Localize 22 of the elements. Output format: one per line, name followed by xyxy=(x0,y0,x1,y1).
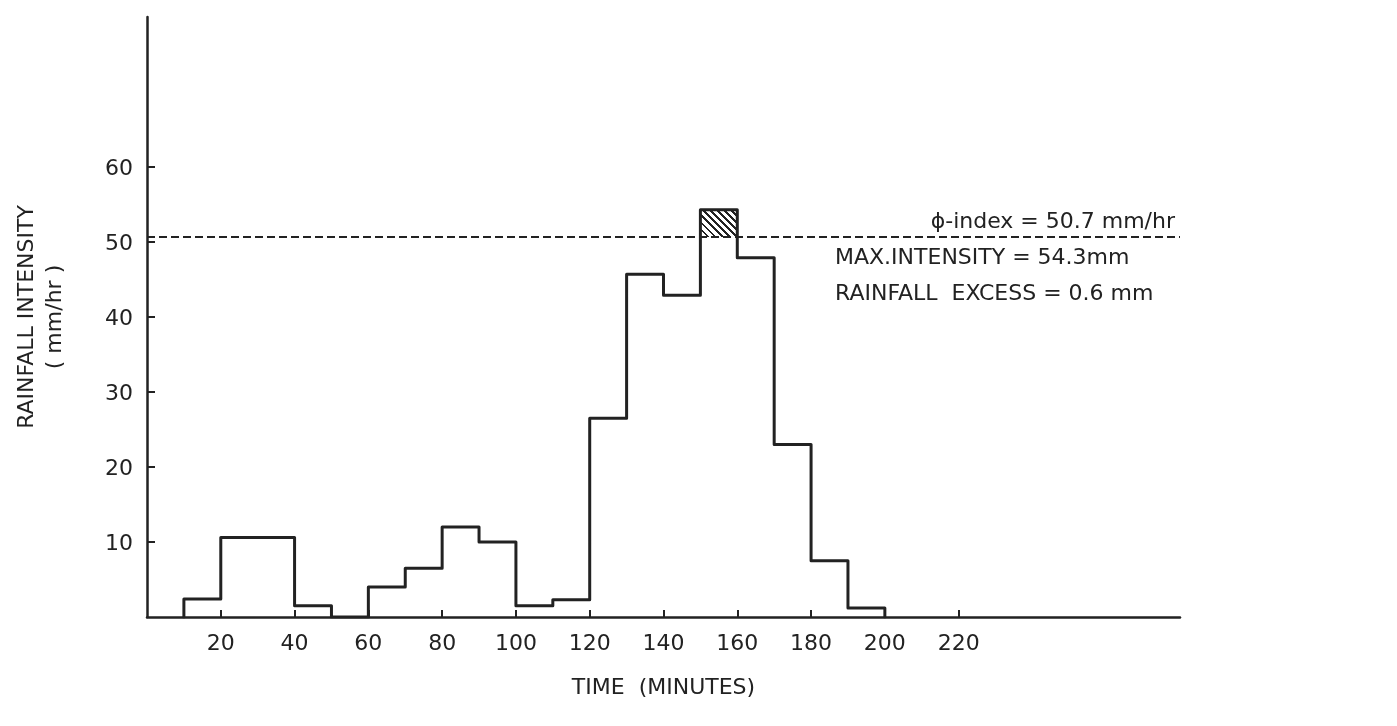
x-tick-label: 200 xyxy=(863,629,906,655)
y-tick-label: 60 xyxy=(105,154,133,180)
ref-line-label: ϕ-index = 50.7 mm/hr xyxy=(930,208,1176,234)
x-tick-label: 40 xyxy=(280,629,309,655)
x-tick-label: 220 xyxy=(937,629,980,655)
y-tick-label: 20 xyxy=(105,454,133,480)
annotation: MAX.INTENSITY = 54.3mm xyxy=(835,243,1130,269)
x-tick-label: 160 xyxy=(716,629,759,655)
annotation: RAINFALL EXCESS = 0.6 mm xyxy=(835,279,1154,305)
x-tick-label: 20 xyxy=(206,629,235,655)
x-tick-label: 120 xyxy=(568,629,611,655)
y-tick-label: 30 xyxy=(105,379,133,405)
y-axis-title: RAINFALL INTENSITY ( mm/hr ) xyxy=(12,204,66,429)
x-tick-label: 100 xyxy=(494,629,537,655)
x-tick-label: 180 xyxy=(790,629,833,655)
y-tick-label: 10 xyxy=(105,529,133,555)
x-axis-title: TIME (MINUTES) xyxy=(570,673,756,699)
x-tick-label: 140 xyxy=(642,629,685,655)
y-tick-label: 50 xyxy=(105,229,133,255)
x-tick-label: 60 xyxy=(354,629,383,655)
x-tick-label: 80 xyxy=(428,629,457,655)
y-tick-label: 40 xyxy=(105,304,133,330)
